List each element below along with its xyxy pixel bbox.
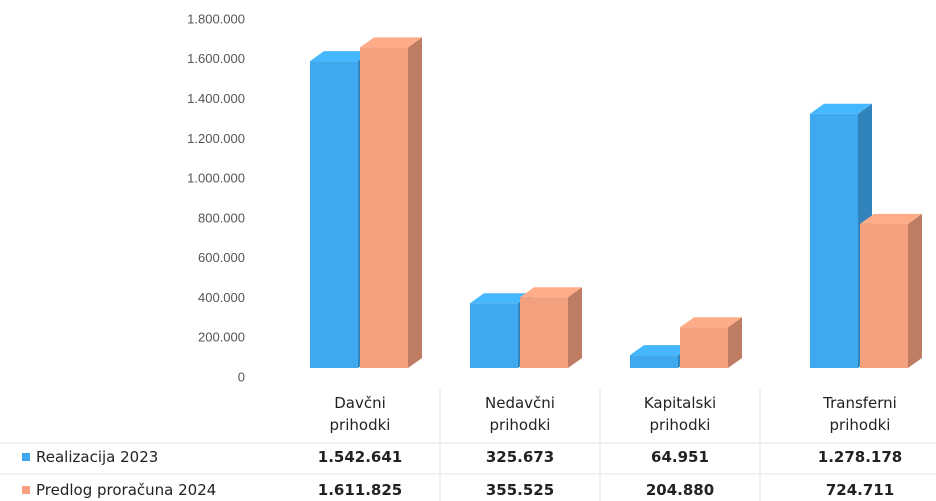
legend-label: Realizacija 2023	[36, 448, 159, 466]
legend-swatch	[22, 486, 30, 494]
bar-top	[860, 213, 922, 224]
bar-front	[360, 47, 408, 369]
bar-top	[310, 51, 372, 62]
bar-front	[520, 297, 568, 368]
y-tick-label: 0	[238, 369, 245, 384]
legend-swatch	[22, 453, 30, 461]
category-label: Transferni prihodki	[823, 394, 897, 434]
bar-side	[908, 213, 922, 368]
legend-label: Predlog proračuna 2024	[36, 481, 217, 499]
category-label: Nedavčni prihodki	[485, 394, 555, 434]
bar-front	[810, 113, 858, 368]
bar-top	[470, 293, 532, 304]
y-tick-label: 1.800.000	[187, 11, 245, 26]
bar-front	[470, 303, 518, 368]
value-label: 325.673	[485, 448, 555, 466]
y-tick-label: 1.200.000	[187, 131, 245, 146]
y-tick-label: 600.000	[198, 250, 245, 265]
bar-top	[360, 37, 422, 48]
y-tick-label: 1.000.000	[187, 171, 245, 186]
y-tick-label: 200.000	[198, 330, 245, 345]
bar-top	[520, 287, 582, 298]
bar-front	[310, 61, 358, 368]
value-label: 1.278.178	[817, 448, 903, 466]
value-label: 1.611.825	[317, 481, 403, 499]
value-label: 204.880	[645, 481, 715, 499]
y-tick-label: 800.000	[198, 210, 245, 225]
value-label: 64.951	[651, 448, 709, 466]
value-label: 724.711	[825, 481, 895, 499]
bar-top	[810, 103, 872, 114]
value-label: 1.542.641	[317, 448, 403, 466]
bar	[860, 213, 922, 368]
bar	[680, 317, 742, 368]
bar	[520, 287, 582, 368]
y-tick-label: 1.400.000	[187, 91, 245, 106]
bar	[360, 37, 422, 369]
bar-side	[568, 287, 582, 368]
bar-top	[630, 345, 692, 356]
bar-side	[408, 37, 422, 369]
bar-front	[680, 327, 728, 368]
value-label: 355.525	[485, 481, 555, 499]
y-tick-label: 400.000	[198, 290, 245, 305]
bar-top	[680, 317, 742, 328]
bar-side	[728, 317, 742, 368]
bar-front	[860, 223, 908, 368]
category-label: Davčni prihodki	[329, 394, 391, 434]
category-label: Kapitalski prihodki	[643, 394, 717, 434]
y-tick-label: 1.600.000	[187, 51, 245, 66]
bar-front	[630, 355, 678, 368]
